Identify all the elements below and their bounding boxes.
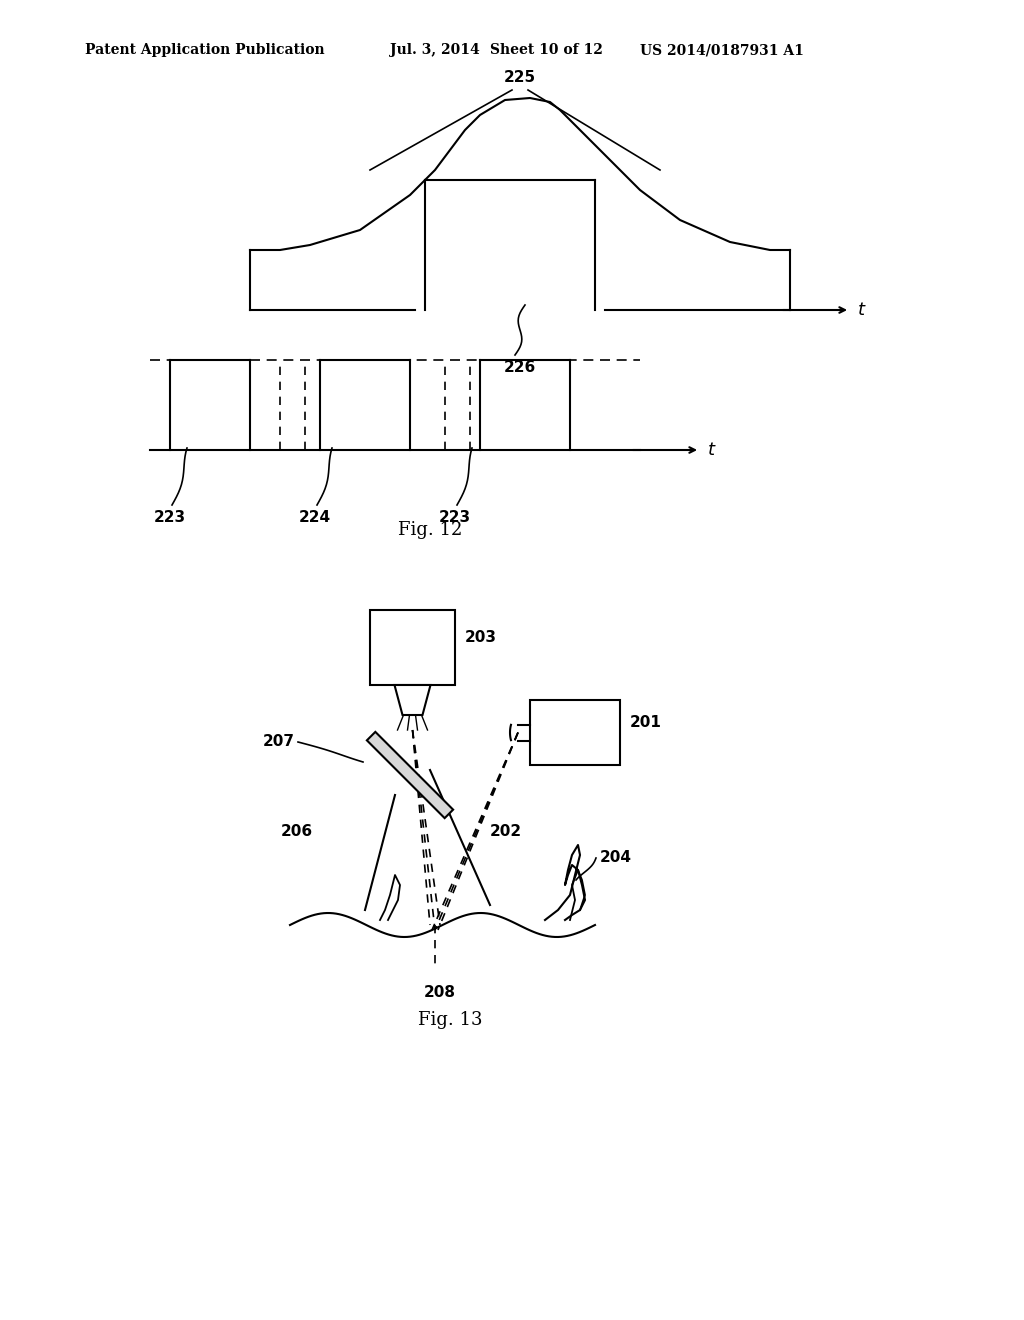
Bar: [370, 610, 455, 685]
Text: 207: 207: [263, 734, 295, 750]
Text: 204: 204: [600, 850, 632, 866]
Text: 223: 223: [154, 510, 186, 525]
Text: Fig. 12: Fig. 12: [397, 521, 462, 539]
Text: 201: 201: [630, 715, 662, 730]
Text: US 2014/0187931 A1: US 2014/0187931 A1: [640, 44, 804, 57]
Text: Sheet 10 of 12: Sheet 10 of 12: [490, 44, 603, 57]
Text: 208: 208: [424, 985, 456, 1001]
Text: 224: 224: [299, 510, 331, 525]
Text: t: t: [858, 301, 865, 319]
Text: 225: 225: [504, 70, 536, 84]
Polygon shape: [367, 731, 454, 818]
Text: 226: 226: [504, 360, 537, 375]
Polygon shape: [394, 685, 430, 715]
Text: 203: 203: [465, 630, 497, 645]
Text: 202: 202: [490, 825, 522, 840]
Text: Jul. 3, 2014: Jul. 3, 2014: [390, 44, 480, 57]
Bar: [530, 700, 620, 766]
Text: 206: 206: [281, 825, 313, 840]
Text: Patent Application Publication: Patent Application Publication: [85, 44, 325, 57]
Text: 223: 223: [439, 510, 471, 525]
Text: Fig. 13: Fig. 13: [418, 1011, 482, 1030]
Text: t: t: [708, 441, 715, 459]
